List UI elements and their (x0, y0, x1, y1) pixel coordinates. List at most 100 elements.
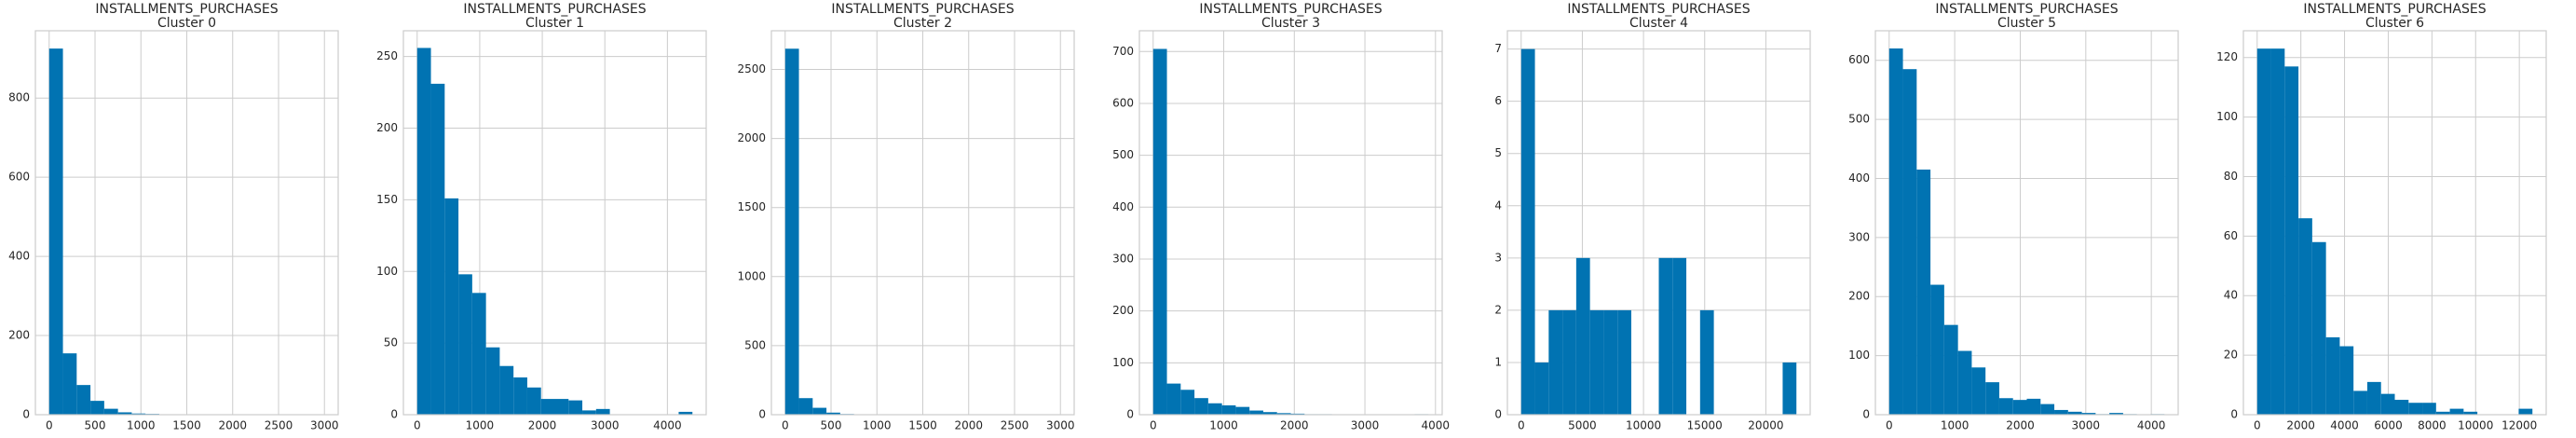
chart-subtitle: Cluster 3 (1261, 16, 1320, 31)
y-tick-label: 250 (376, 49, 398, 62)
histogram-bar (2298, 218, 2312, 415)
x-tick-label: 0 (1150, 419, 1157, 432)
y-tick-label: 500 (744, 338, 766, 351)
chart-subtitle: Cluster 1 (525, 16, 584, 31)
y-tick-label: 400 (1848, 171, 1870, 185)
chart-subtitle: Cluster 5 (1997, 16, 2056, 31)
histogram-bar (2040, 404, 2054, 415)
y-tick-label: 600 (8, 171, 30, 184)
x-tick-label: 3000 (2072, 419, 2101, 432)
x-tick-label: 10000 (1626, 419, 1661, 432)
histogram-bar (1167, 384, 1181, 415)
x-tick-label: 2000 (954, 419, 983, 432)
y-tick-label: 0 (2230, 408, 2238, 421)
x-tick-label: 0 (1886, 419, 1893, 432)
y-tick-label: 0 (1126, 408, 1134, 421)
histogram-bar (104, 409, 118, 415)
y-tick-label: 5 (1494, 146, 1502, 159)
histogram-bar (785, 48, 799, 415)
histogram-bar (1222, 405, 1236, 415)
x-tick-label: 3000 (591, 419, 620, 432)
histogram-bar (596, 409, 610, 415)
histogram-bar (1958, 351, 1972, 415)
y-tick-label: 80 (2224, 170, 2238, 183)
x-tick-label: 1000 (863, 419, 892, 432)
histogram-bar (486, 348, 500, 415)
histogram-bar (1944, 325, 1958, 415)
histogram-bar (2027, 399, 2041, 415)
histogram-bar (513, 377, 527, 415)
chart-subtitle: Cluster 2 (893, 16, 952, 31)
x-tick-label: 0 (46, 419, 53, 432)
y-tick-label: 200 (376, 121, 398, 134)
histogram-bar (2312, 242, 2326, 415)
y-tick-label: 0 (1494, 408, 1502, 421)
histogram-bar (1235, 407, 1249, 415)
chart-subtitle: Cluster 6 (2365, 16, 2424, 31)
x-tick-label: 1000 (466, 419, 495, 432)
x-tick-label: 1500 (172, 419, 201, 432)
chart-title: INSTALLMENTS_PURCHASES (95, 2, 278, 17)
chart-title: INSTALLMENTS_PURCHASES (1567, 2, 1750, 17)
y-tick-label: 0 (758, 408, 766, 421)
histogram-bar (1180, 390, 1194, 415)
histogram-bar (90, 401, 104, 415)
histogram-bar (1659, 258, 1673, 415)
histogram-bar (1249, 411, 1263, 415)
histogram-bar (1576, 258, 1590, 415)
chart-title: INSTALLMENTS_PURCHASES (1199, 2, 1382, 17)
y-tick-label: 60 (2224, 229, 2238, 242)
plot-area (1139, 31, 1442, 415)
histogram-bar (2395, 400, 2409, 415)
histogram-bar (1208, 404, 1222, 415)
histogram-bar (1971, 367, 1985, 415)
histogram-bar (812, 408, 826, 415)
histogram-bar (1617, 310, 1631, 415)
y-tick-label: 0 (22, 408, 30, 421)
x-tick-label: 4000 (653, 419, 682, 432)
histogram-bar (527, 388, 541, 415)
y-tick-label: 4 (1494, 198, 1502, 212)
histogram-bar (2450, 409, 2464, 415)
y-tick-label: 100 (376, 265, 398, 278)
y-tick-label: 6 (1494, 94, 1502, 107)
x-tick-label: 2000 (1280, 419, 1309, 432)
y-tick-label: 100 (1848, 349, 1870, 362)
x-tick-label: 12000 (2501, 419, 2537, 432)
histogram-bar (499, 366, 513, 415)
histogram-bar (1782, 363, 1796, 415)
y-tick-label: 1 (1494, 355, 1502, 368)
y-tick-label: 40 (2224, 289, 2238, 302)
chart-title: INSTALLMENTS_PURCHASES (2303, 2, 2486, 17)
x-tick-label: 2000 (2006, 419, 2035, 432)
x-tick-label: 8000 (2418, 419, 2447, 432)
x-tick-label: 15000 (1687, 419, 1723, 432)
x-tick-label: 0 (782, 419, 789, 432)
y-tick-label: 7 (1494, 42, 1502, 55)
chart-subtitle: Cluster 4 (1629, 16, 1688, 31)
x-tick-label: 2000 (528, 419, 557, 432)
y-tick-label: 2500 (737, 62, 766, 75)
y-tick-label: 100 (1112, 356, 1134, 369)
x-tick-label: 2000 (2286, 419, 2315, 432)
histogram-bar (2518, 409, 2532, 415)
y-tick-label: 500 (1848, 113, 1870, 126)
y-tick-label: 200 (8, 329, 30, 342)
histogram-bar (2339, 347, 2353, 415)
y-tick-label: 20 (2224, 349, 2238, 362)
histogram-bar (1548, 310, 1562, 415)
histogram-bar (1672, 258, 1686, 415)
x-tick-label: 2500 (265, 419, 293, 432)
y-tick-label: 0 (1862, 408, 1870, 421)
histogram-bar (417, 48, 431, 415)
chart-title: INSTALLMENTS_PURCHASES (831, 2, 1014, 17)
y-tick-label: 1500 (737, 200, 766, 213)
histogram-bar (1194, 398, 1208, 415)
y-tick-label: 150 (376, 193, 398, 206)
